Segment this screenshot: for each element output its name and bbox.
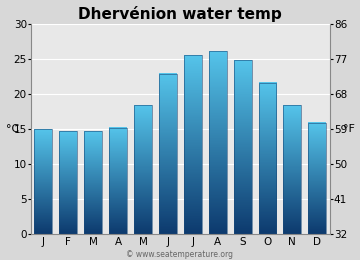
- Text: © www.seatemperature.org: © www.seatemperature.org: [126, 250, 234, 259]
- Bar: [159, 74, 177, 234]
- Bar: [308, 123, 326, 234]
- Y-axis label: °F: °F: [343, 124, 355, 134]
- Y-axis label: °C: °C: [5, 124, 19, 134]
- Bar: [258, 83, 276, 234]
- Bar: [109, 128, 127, 234]
- Bar: [209, 51, 227, 234]
- Bar: [234, 61, 252, 234]
- Bar: [283, 105, 301, 234]
- Title: Dhervénion water temp: Dhervénion water temp: [78, 5, 282, 22]
- Bar: [59, 131, 77, 234]
- Bar: [84, 131, 102, 234]
- Bar: [35, 129, 53, 234]
- Bar: [184, 55, 202, 234]
- Bar: [134, 105, 152, 234]
